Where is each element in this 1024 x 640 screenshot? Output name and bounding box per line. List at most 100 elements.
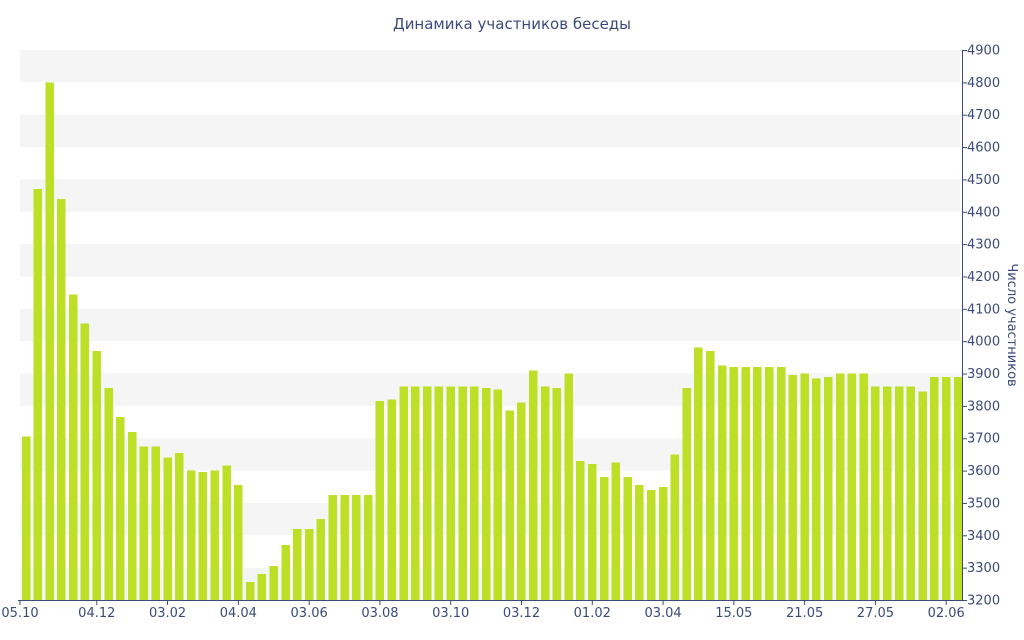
bar [588, 464, 597, 600]
bar [682, 388, 691, 600]
bar [717, 365, 727, 600]
bar [198, 472, 208, 600]
bar [234, 485, 243, 600]
bar [269, 566, 278, 600]
grid-band [20, 114, 960, 148]
bar [906, 386, 916, 600]
bar [222, 465, 231, 600]
bar [776, 367, 786, 600]
bar [446, 386, 455, 600]
bar [68, 294, 78, 600]
bar [151, 446, 161, 600]
y-tick-label: 4200 [967, 270, 1000, 285]
x-axis-ticks: 05.10 04.12 03.02 04.04 03.06 03.08 03.10 03.12… [1, 600, 965, 621]
y-tick-label: 4400 [967, 205, 1000, 220]
bar [458, 386, 467, 600]
bar [918, 391, 927, 600]
y-tick-label: 3900 [967, 367, 1000, 382]
x-tick-label: 04.12 [78, 606, 115, 621]
bar [599, 477, 609, 600]
bar [422, 386, 432, 600]
bar [387, 399, 396, 600]
bar [363, 494, 373, 600]
bar [127, 431, 137, 600]
bar [694, 347, 703, 600]
bar [953, 376, 963, 600]
y-tick-label: 4100 [967, 302, 1000, 317]
bar [245, 582, 255, 600]
bar [859, 373, 868, 600]
bar [411, 386, 420, 600]
bar [21, 436, 31, 600]
bar [882, 386, 892, 600]
y-axis-label: Число участников [1004, 263, 1019, 386]
y-tick-label: 3800 [967, 399, 1000, 414]
bar [257, 574, 267, 600]
bar [658, 486, 668, 600]
bar [540, 386, 550, 600]
x-tick-label: 03.10 [432, 606, 469, 621]
bar [517, 402, 526, 600]
bar [812, 378, 821, 600]
x-tick-label: 03.04 [644, 606, 681, 621]
y-axis-ticks: 3200 3300 3400 3500 3600 3700 3800 3900 4000 4100… [962, 44, 1000, 609]
bar [45, 82, 54, 601]
bar [186, 470, 196, 600]
grid-band [20, 50, 960, 83]
bar [352, 494, 361, 600]
bar [941, 376, 951, 600]
bar [33, 189, 43, 600]
bar [163, 457, 172, 600]
bar [753, 367, 762, 600]
bar [670, 454, 680, 600]
bar [729, 367, 739, 600]
bar [800, 373, 809, 600]
x-tick-label: 05.10 [1, 606, 38, 621]
y-tick-label: 3300 [967, 561, 1000, 576]
bar [930, 376, 939, 600]
bar [80, 323, 90, 600]
bar [741, 367, 750, 600]
bar [505, 410, 514, 600]
bar [647, 490, 656, 600]
y-tick-label: 3600 [967, 464, 1000, 479]
bar [823, 376, 833, 600]
y-tick-label: 4300 [967, 238, 1000, 253]
bar [175, 452, 184, 600]
chart-title: Динамика участников беседы [393, 15, 631, 33]
x-tick-label: 03.08 [361, 606, 398, 621]
bar [281, 545, 290, 600]
x-tick-label: 01.02 [574, 606, 611, 621]
bar [293, 528, 302, 600]
grid-band [20, 308, 960, 342]
bar [635, 485, 644, 600]
y-tick-label: 4800 [967, 76, 1000, 91]
bar [57, 198, 66, 600]
bar [788, 375, 798, 600]
bar [871, 386, 880, 600]
bar [116, 417, 125, 600]
y-tick-label: 3400 [967, 529, 1000, 544]
y-tick-label: 4700 [967, 108, 1000, 123]
bar [470, 386, 479, 600]
x-tick-label: 03.02 [149, 606, 186, 621]
grid-band [20, 179, 960, 212]
bar [529, 370, 538, 600]
bar [399, 386, 408, 600]
bar [564, 373, 573, 600]
bar [847, 373, 857, 600]
bar [835, 373, 845, 600]
y-tick-label: 4000 [967, 335, 1000, 350]
bar [304, 528, 314, 600]
bar [576, 460, 585, 600]
bar [316, 519, 326, 600]
y-tick-label: 4600 [967, 141, 1000, 156]
bar [340, 494, 349, 600]
bar [434, 386, 444, 600]
bar [104, 388, 113, 600]
bar [552, 388, 562, 600]
y-tick-label: 3500 [967, 496, 1000, 511]
bar [764, 367, 774, 600]
bar [493, 389, 503, 600]
